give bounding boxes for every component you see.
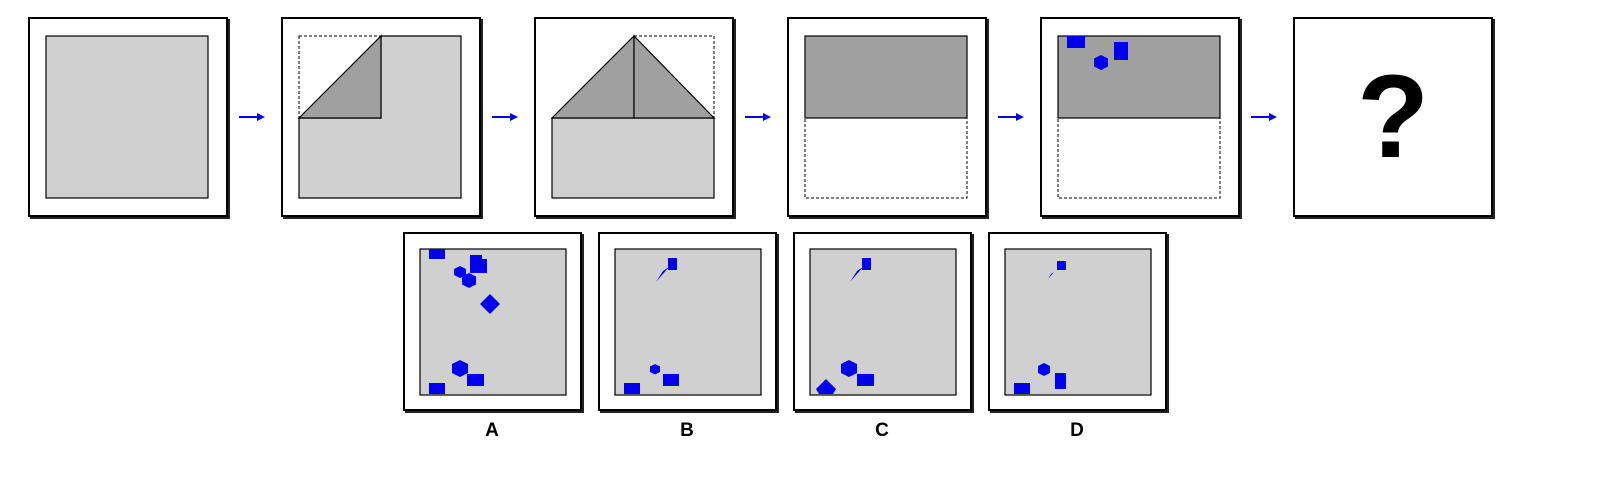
paper-sheet: [45, 35, 209, 199]
step-2-paper-drawing: [297, 34, 462, 199]
arrow-4: [996, 110, 1026, 129]
hole-hexagon: [452, 360, 468, 377]
option-d-label[interactable]: D: [1070, 420, 1084, 441]
hole-tall-rectangle: [477, 259, 487, 273]
step-3-panel: [534, 17, 734, 217]
hole-sliver: [1048, 272, 1054, 279]
option-c-label[interactable]: C: [875, 420, 889, 441]
hole-hexagon: [1094, 55, 1108, 70]
option-b-drawing: [614, 248, 762, 396]
hole-hexagon: [1038, 363, 1050, 376]
folded-corner-flap: [297, 34, 382, 119]
step-3-paper-drawing: [550, 34, 716, 199]
step-4-panel: [787, 17, 987, 217]
hole-hexagon: [841, 360, 857, 377]
option-a-label[interactable]: A: [485, 420, 499, 441]
option-a-panel[interactable]: [403, 232, 582, 411]
option-c-drawing: [809, 248, 957, 396]
option-c-panel[interactable]: [793, 232, 972, 411]
folded-away-outline: [804, 117, 968, 199]
option-b-label[interactable]: B: [680, 420, 694, 441]
hole-rectangle: [663, 374, 679, 386]
hole-rectangle: [1067, 36, 1085, 48]
hole-sliver: [850, 267, 863, 282]
option-b-panel[interactable]: [598, 232, 777, 411]
hole-rectangle: [429, 383, 445, 394]
hole-rectangle: [624, 383, 640, 394]
folded-away-outline: [1057, 117, 1221, 199]
hole-diamond-cut: [816, 379, 836, 394]
unfolded-paper: [1004, 248, 1152, 396]
arrow-1: [237, 110, 267, 129]
arrow-2: [490, 110, 520, 129]
unfolded-paper: [809, 248, 957, 396]
unfolded-paper: [614, 248, 762, 396]
option-a-drawing: [419, 248, 567, 396]
paper-lower-half: [551, 117, 715, 199]
hole-rectangle: [429, 249, 445, 259]
hole-hexagon: [462, 273, 476, 288]
hole-small-square: [668, 258, 677, 270]
step-5-paper-drawing: [1057, 35, 1221, 199]
left-corner-flap: [550, 34, 635, 119]
unfolded-paper: [419, 248, 567, 396]
option-d-drawing: [1004, 248, 1152, 396]
folded-paper: [804, 35, 968, 119]
step-1-panel: [28, 17, 228, 217]
step-5-panel: [1040, 17, 1240, 217]
hole-tall-rectangle: [1055, 373, 1066, 389]
hole-rectangle: [1014, 383, 1030, 394]
hole-rectangle: [467, 374, 484, 386]
hole-diamond: [480, 294, 500, 314]
hole-sliver: [656, 267, 669, 282]
hole-rectangle: [857, 374, 874, 386]
hole-hexagon: [454, 266, 466, 278]
right-corner-flap: [633, 34, 716, 119]
step-1-paper-drawing: [45, 35, 209, 199]
hole-small-square: [1057, 261, 1066, 270]
hole-tall-rectangle: [1114, 42, 1128, 60]
hole-hexagon: [650, 364, 660, 375]
step-6-panel: ?: [1293, 17, 1493, 217]
step-2-panel: [281, 17, 481, 217]
folded-paper: [1057, 35, 1221, 119]
hole-small-square: [862, 258, 871, 270]
step-4-paper-drawing: [804, 35, 968, 199]
option-d-panel[interactable]: [988, 232, 1167, 411]
question-mark: ?: [1356, 51, 1430, 183]
arrow-5: [1249, 110, 1279, 129]
arrow-3: [743, 110, 773, 129]
